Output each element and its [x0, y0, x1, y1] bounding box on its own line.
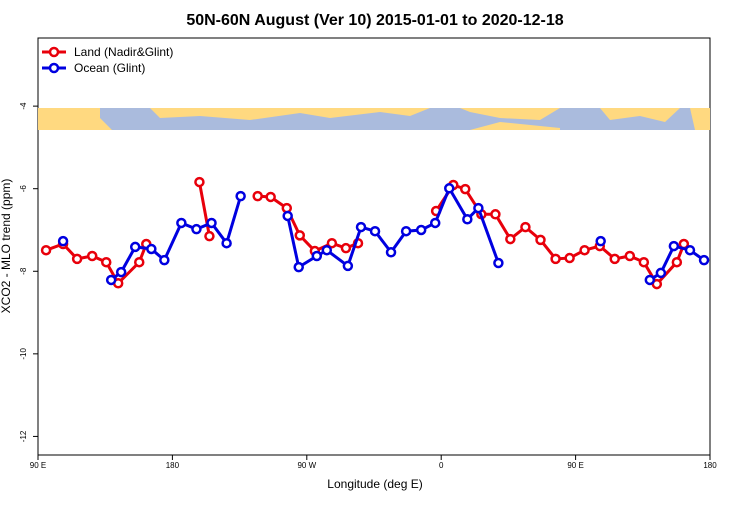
plot-frame: [37, 37, 711, 456]
data-point: [71, 253, 83, 265]
data-point: [206, 217, 217, 229]
y-tick-label: -6: [19, 185, 28, 193]
data-point: [115, 266, 127, 278]
data-point: [490, 209, 501, 220]
data-point: [493, 257, 504, 269]
x-tick-label: 90 E: [567, 461, 583, 470]
data-point: [595, 235, 606, 247]
x-tick-label: 90 W: [297, 461, 316, 470]
data-point: [698, 254, 710, 266]
map-land: [38, 108, 710, 130]
y-tick-label: -8: [19, 267, 28, 275]
data-point: [684, 244, 696, 256]
data-point: [462, 214, 473, 225]
legend-marker: [48, 62, 60, 74]
data-point: [355, 221, 367, 233]
data-point: [342, 260, 354, 272]
data-point: [385, 247, 397, 258]
data-point: [579, 244, 590, 256]
data-point: [326, 237, 338, 249]
data-point: [609, 253, 620, 265]
data-point: [146, 243, 157, 255]
data-point: [624, 250, 636, 262]
data-point: [235, 190, 246, 202]
legend-marker: [48, 46, 60, 58]
data-point: [644, 274, 656, 286]
data-point: [444, 183, 455, 194]
data-point: [265, 191, 276, 203]
data-point: [321, 244, 333, 256]
map-strip: [38, 108, 710, 130]
data-point: [473, 202, 484, 214]
data-point: [133, 256, 145, 268]
y-axis-label: XCO2 - MLO trend (ppm): [0, 179, 13, 314]
data-point: [176, 217, 187, 229]
data-point: [294, 230, 306, 241]
data-point: [282, 210, 293, 222]
x-tick-label: 0: [439, 461, 444, 470]
data-point: [638, 256, 650, 268]
data-point: [564, 252, 575, 264]
data-point: [86, 250, 98, 262]
data-point: [194, 176, 205, 188]
data-point: [668, 240, 680, 252]
data-point: [105, 274, 117, 286]
data-point: [57, 235, 69, 247]
y-tick-label: -12: [19, 430, 28, 442]
data-point: [252, 190, 263, 202]
data-point: [550, 253, 561, 265]
data-point: [159, 254, 170, 266]
data-point: [369, 225, 381, 237]
data-point: [340, 242, 352, 254]
data-point: [129, 241, 141, 253]
data-point: [535, 234, 546, 246]
data-point: [429, 217, 441, 229]
data-point: [415, 224, 427, 236]
x-tick-label: 180: [703, 461, 717, 470]
data-point: [311, 250, 323, 262]
data-point: [221, 237, 232, 249]
series-line: [45, 181, 686, 287]
data-point: [505, 233, 516, 245]
data-point: [520, 221, 531, 233]
data-point: [191, 223, 202, 235]
x-tick-label: 90 E: [30, 461, 46, 470]
x-tick-label: 180: [166, 461, 180, 470]
y-tick-label: -10: [19, 348, 28, 360]
legend-label: Land (Nadir&Glint): [74, 45, 173, 59]
chart-title: 50N-60N August (Ver 10) 2015-01-01 to 20…: [186, 12, 563, 29]
x-axis-label: Longitude (deg E): [327, 477, 422, 491]
data-point: [40, 244, 52, 256]
data-point: [204, 230, 215, 242]
data-point: [293, 261, 304, 273]
data-point: [655, 267, 667, 279]
y-tick-label: -4: [19, 102, 28, 110]
data-point: [100, 256, 112, 268]
data-point: [400, 225, 412, 237]
data-point: [459, 183, 471, 195]
legend-label: Ocean (Glint): [74, 61, 145, 75]
data-point: [671, 256, 683, 268]
